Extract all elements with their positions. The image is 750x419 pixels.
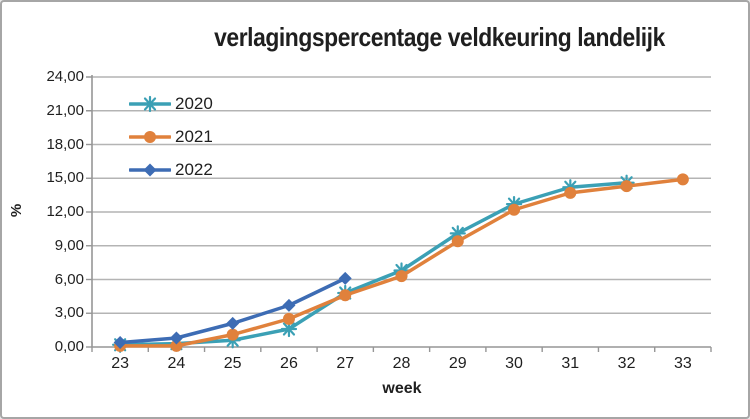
legend: 2020 2021 2022 (129, 87, 213, 186)
y-tick-label: 21,00 (46, 101, 84, 119)
y-tick-label: 15,00 (46, 169, 84, 187)
legend-item-2021: 2021 (129, 120, 213, 153)
y-tick-label: 18,00 (46, 135, 84, 153)
legend-label: 2020 (175, 93, 213, 113)
y-tick-label: 3,00 (54, 304, 84, 322)
legend-marker-2021 (129, 130, 171, 143)
y-tick-label: 0,00 (54, 338, 84, 355)
y-axis-title: % (8, 203, 26, 218)
x-tick-label: 29 (448, 355, 467, 372)
y-tick-label: 9,00 (54, 236, 84, 254)
chart-title: verlagingspercentage veldkeuring landeli… (214, 22, 665, 52)
y-tick-label: 6,00 (54, 270, 84, 288)
x-tick-label: 24 (167, 355, 186, 372)
legend-item-2020: 2020 (129, 87, 213, 120)
legend-marker-2022 (129, 163, 171, 176)
legend-marker-2020 (129, 95, 171, 112)
legend-item-2022: 2022 (129, 153, 213, 186)
y-tick-label: 12,00 (46, 203, 84, 220)
x-tick-label: 28 (392, 355, 411, 372)
x-tick-label: 31 (561, 355, 580, 372)
x-tick-label: 32 (617, 355, 636, 372)
x-tick-label: 26 (280, 355, 298, 372)
x-tick-label: 27 (336, 355, 355, 372)
legend-label: 2021 (175, 126, 213, 146)
x-tick-label: 33 (673, 355, 692, 372)
x-tick-label: 30 (505, 355, 523, 372)
legend-label: 2022 (175, 159, 213, 179)
x-tick-label: 25 (223, 355, 242, 372)
x-tick-label: 23 (111, 355, 130, 372)
y-tick-label: 24,00 (46, 68, 84, 85)
x-axis-title: week (382, 380, 422, 397)
